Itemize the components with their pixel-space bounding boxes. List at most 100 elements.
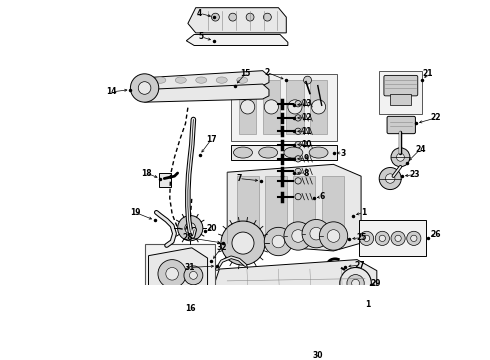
Text: 8: 8	[303, 168, 309, 177]
FancyBboxPatch shape	[384, 75, 418, 96]
Bar	[231, 74, 338, 141]
Circle shape	[284, 222, 312, 250]
Bar	[159, 173, 171, 187]
Circle shape	[304, 76, 312, 84]
Circle shape	[292, 230, 304, 242]
Polygon shape	[231, 145, 338, 159]
Circle shape	[184, 266, 203, 285]
Text: 29: 29	[370, 279, 381, 288]
Circle shape	[379, 235, 386, 242]
Circle shape	[212, 13, 220, 21]
Circle shape	[360, 231, 374, 246]
Circle shape	[178, 216, 203, 241]
Circle shape	[264, 227, 293, 256]
Circle shape	[295, 141, 301, 148]
Circle shape	[229, 13, 237, 21]
Text: 16: 16	[185, 304, 196, 313]
Text: 25: 25	[356, 233, 366, 242]
Bar	[237, 176, 259, 235]
Text: 2: 2	[264, 68, 269, 77]
Text: 17: 17	[206, 135, 217, 144]
Circle shape	[352, 279, 360, 287]
Text: 24: 24	[415, 145, 425, 154]
Text: 31: 31	[185, 263, 196, 272]
Circle shape	[246, 13, 254, 21]
Ellipse shape	[216, 77, 227, 83]
Circle shape	[295, 128, 301, 134]
Circle shape	[386, 174, 395, 183]
Circle shape	[138, 82, 151, 94]
Text: 18: 18	[141, 168, 151, 177]
Text: 19: 19	[130, 208, 140, 217]
Bar	[145, 244, 216, 305]
Bar	[390, 94, 412, 105]
Ellipse shape	[259, 147, 278, 158]
Text: 30: 30	[313, 351, 323, 360]
Circle shape	[391, 148, 410, 167]
Circle shape	[310, 227, 322, 240]
Circle shape	[272, 235, 285, 248]
Polygon shape	[186, 35, 288, 45]
Circle shape	[190, 271, 197, 279]
Circle shape	[295, 115, 301, 121]
Text: 11: 11	[301, 127, 311, 136]
Ellipse shape	[309, 147, 328, 158]
Circle shape	[158, 260, 186, 288]
Text: 4: 4	[197, 9, 202, 18]
Ellipse shape	[284, 147, 303, 158]
Text: 20: 20	[206, 224, 217, 233]
Ellipse shape	[155, 77, 166, 83]
Polygon shape	[214, 342, 310, 360]
Polygon shape	[227, 165, 361, 251]
FancyBboxPatch shape	[387, 116, 416, 134]
Ellipse shape	[295, 232, 314, 238]
Text: 7: 7	[236, 174, 242, 183]
Circle shape	[391, 231, 405, 246]
Circle shape	[221, 221, 265, 265]
Text: 12: 12	[301, 113, 311, 122]
Ellipse shape	[267, 232, 286, 238]
Circle shape	[264, 13, 271, 21]
Circle shape	[347, 275, 364, 292]
Circle shape	[288, 100, 302, 114]
Circle shape	[364, 235, 370, 242]
Circle shape	[295, 178, 301, 184]
Ellipse shape	[196, 77, 207, 83]
Text: 13: 13	[301, 99, 311, 108]
Polygon shape	[188, 8, 286, 33]
Text: 1: 1	[365, 300, 370, 309]
Text: 6: 6	[319, 192, 324, 201]
Circle shape	[327, 230, 340, 242]
Text: 5: 5	[199, 32, 204, 41]
Bar	[239, 80, 256, 134]
Ellipse shape	[323, 232, 342, 238]
Text: 22: 22	[431, 113, 441, 122]
Circle shape	[302, 220, 330, 248]
Bar	[310, 80, 327, 134]
Polygon shape	[145, 71, 269, 90]
Ellipse shape	[175, 77, 186, 83]
Circle shape	[166, 267, 178, 280]
Bar	[294, 176, 316, 235]
Bar	[379, 71, 422, 114]
Text: 26: 26	[431, 230, 441, 239]
Circle shape	[312, 100, 326, 114]
Circle shape	[411, 235, 417, 242]
Circle shape	[319, 222, 348, 250]
Ellipse shape	[237, 77, 248, 83]
Circle shape	[340, 267, 371, 299]
Circle shape	[130, 74, 159, 102]
Text: 9: 9	[303, 154, 309, 163]
Ellipse shape	[234, 147, 252, 158]
Circle shape	[295, 156, 301, 162]
Text: 3: 3	[341, 149, 345, 158]
Ellipse shape	[238, 232, 257, 238]
Text: 23: 23	[409, 170, 420, 179]
Text: 21: 21	[423, 69, 433, 78]
Text: 14: 14	[106, 87, 117, 96]
Polygon shape	[145, 84, 269, 102]
Circle shape	[295, 193, 301, 200]
Text: 15: 15	[240, 69, 250, 78]
Circle shape	[407, 231, 421, 246]
Text: 27: 27	[354, 261, 365, 270]
